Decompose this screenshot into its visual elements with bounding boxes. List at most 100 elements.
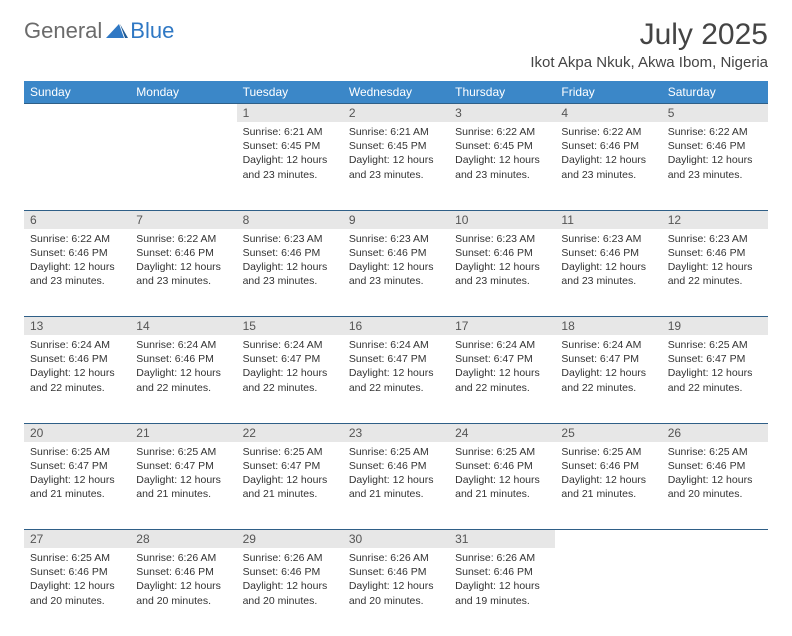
day-cell: Sunrise: 6:25 AMSunset: 6:46 PMDaylight:… [343, 442, 449, 530]
calendar-page: General Blue July 2025 Ikot Akpa Nkuk, A… [0, 0, 792, 636]
day-cell: Sunrise: 6:26 AMSunset: 6:46 PMDaylight:… [237, 548, 343, 636]
day-number [662, 530, 768, 534]
day-details: Sunrise: 6:26 AMSunset: 6:46 PMDaylight:… [130, 548, 236, 614]
day-details: Sunrise: 6:23 AMSunset: 6:46 PMDaylight:… [449, 229, 555, 295]
day-cell: Sunrise: 6:24 AMSunset: 6:47 PMDaylight:… [237, 335, 343, 423]
day-details: Sunrise: 6:25 AMSunset: 6:47 PMDaylight:… [662, 335, 768, 401]
day-cell: Sunrise: 6:24 AMSunset: 6:46 PMDaylight:… [130, 335, 236, 423]
day-details: Sunrise: 6:25 AMSunset: 6:46 PMDaylight:… [449, 442, 555, 508]
day-details: Sunrise: 6:25 AMSunset: 6:47 PMDaylight:… [130, 442, 236, 508]
weekday-header: Thursday [449, 81, 555, 104]
day-cell: Sunrise: 6:25 AMSunset: 6:47 PMDaylight:… [662, 335, 768, 423]
day-number: 10 [449, 211, 555, 229]
logo-sail-icon [106, 18, 128, 32]
weekday-header: Tuesday [237, 81, 343, 104]
day-cell: Sunrise: 6:25 AMSunset: 6:46 PMDaylight:… [555, 442, 661, 530]
day-details: Sunrise: 6:22 AMSunset: 6:46 PMDaylight:… [24, 229, 130, 295]
day-details: Sunrise: 6:25 AMSunset: 6:46 PMDaylight:… [555, 442, 661, 508]
day-number: 22 [237, 424, 343, 442]
day-details: Sunrise: 6:24 AMSunset: 6:46 PMDaylight:… [130, 335, 236, 401]
day-number: 27 [24, 530, 130, 548]
day-number: 14 [130, 317, 236, 335]
day-cell: Sunrise: 6:24 AMSunset: 6:47 PMDaylight:… [555, 335, 661, 423]
day-details: Sunrise: 6:24 AMSunset: 6:47 PMDaylight:… [237, 335, 343, 401]
day-number: 23 [343, 424, 449, 442]
day-details: Sunrise: 6:23 AMSunset: 6:46 PMDaylight:… [343, 229, 449, 295]
day-number: 17 [449, 317, 555, 335]
day-details: Sunrise: 6:24 AMSunset: 6:47 PMDaylight:… [555, 335, 661, 401]
day-details: Sunrise: 6:26 AMSunset: 6:46 PMDaylight:… [237, 548, 343, 614]
day-cell [555, 548, 661, 636]
day-number: 6 [24, 211, 130, 229]
day-number: 1 [237, 104, 343, 122]
day-number: 8 [237, 211, 343, 229]
day-details: Sunrise: 6:21 AMSunset: 6:45 PMDaylight:… [237, 122, 343, 188]
day-cell: Sunrise: 6:25 AMSunset: 6:46 PMDaylight:… [449, 442, 555, 530]
logo-word-2: Blue [130, 18, 174, 44]
title-block: July 2025 Ikot Akpa Nkuk, Akwa Ibom, Nig… [530, 18, 768, 71]
day-cell: Sunrise: 6:22 AMSunset: 6:46 PMDaylight:… [24, 229, 130, 317]
day-number: 11 [555, 211, 661, 229]
day-number: 15 [237, 317, 343, 335]
calendar-table: SundayMondayTuesdayWednesdayThursdayFrid… [24, 81, 768, 636]
day-number: 19 [662, 317, 768, 335]
day-cell: Sunrise: 6:24 AMSunset: 6:47 PMDaylight:… [449, 335, 555, 423]
day-cell: Sunrise: 6:23 AMSunset: 6:46 PMDaylight:… [555, 229, 661, 317]
day-number: 4 [555, 104, 661, 122]
day-number: 28 [130, 530, 236, 548]
day-cell: Sunrise: 6:25 AMSunset: 6:47 PMDaylight:… [237, 442, 343, 530]
day-details: Sunrise: 6:26 AMSunset: 6:46 PMDaylight:… [343, 548, 449, 614]
day-number: 9 [343, 211, 449, 229]
day-number: 20 [24, 424, 130, 442]
day-number: 18 [555, 317, 661, 335]
day-details: Sunrise: 6:22 AMSunset: 6:46 PMDaylight:… [662, 122, 768, 188]
day-number: 24 [449, 424, 555, 442]
day-cell: Sunrise: 6:25 AMSunset: 6:46 PMDaylight:… [662, 442, 768, 530]
weekday-header: Saturday [662, 81, 768, 104]
day-number: 25 [555, 424, 661, 442]
day-number: 2 [343, 104, 449, 122]
day-cell: Sunrise: 6:26 AMSunset: 6:46 PMDaylight:… [343, 548, 449, 636]
day-details: Sunrise: 6:25 AMSunset: 6:47 PMDaylight:… [24, 442, 130, 508]
day-cell [662, 548, 768, 636]
day-details: Sunrise: 6:22 AMSunset: 6:46 PMDaylight:… [130, 229, 236, 295]
weekday-header: Sunday [24, 81, 130, 104]
day-details: Sunrise: 6:25 AMSunset: 6:46 PMDaylight:… [662, 442, 768, 508]
location-subtitle: Ikot Akpa Nkuk, Akwa Ibom, Nigeria [530, 54, 768, 71]
day-cell: Sunrise: 6:23 AMSunset: 6:46 PMDaylight:… [343, 229, 449, 317]
day-number: 16 [343, 317, 449, 335]
day-details: Sunrise: 6:23 AMSunset: 6:46 PMDaylight:… [662, 229, 768, 295]
day-number: 13 [24, 317, 130, 335]
day-cell: Sunrise: 6:23 AMSunset: 6:46 PMDaylight:… [449, 229, 555, 317]
logo-word-1: General [24, 18, 102, 44]
day-number: 29 [237, 530, 343, 548]
day-details: Sunrise: 6:24 AMSunset: 6:47 PMDaylight:… [343, 335, 449, 401]
day-number: 26 [662, 424, 768, 442]
day-number: 3 [449, 104, 555, 122]
day-number [24, 104, 130, 108]
day-details: Sunrise: 6:22 AMSunset: 6:46 PMDaylight:… [555, 122, 661, 188]
day-details: Sunrise: 6:25 AMSunset: 6:47 PMDaylight:… [237, 442, 343, 508]
day-cell [24, 122, 130, 210]
day-details: Sunrise: 6:26 AMSunset: 6:46 PMDaylight:… [449, 548, 555, 614]
day-cell: Sunrise: 6:25 AMSunset: 6:46 PMDaylight:… [24, 548, 130, 636]
day-details: Sunrise: 6:24 AMSunset: 6:46 PMDaylight:… [24, 335, 130, 401]
day-number [555, 530, 661, 534]
day-number: 7 [130, 211, 236, 229]
day-details: Sunrise: 6:22 AMSunset: 6:45 PMDaylight:… [449, 122, 555, 188]
day-number: 31 [449, 530, 555, 548]
day-number: 12 [662, 211, 768, 229]
weekday-header: Monday [130, 81, 236, 104]
day-cell: Sunrise: 6:24 AMSunset: 6:46 PMDaylight:… [24, 335, 130, 423]
day-details: Sunrise: 6:21 AMSunset: 6:45 PMDaylight:… [343, 122, 449, 188]
day-details: Sunrise: 6:23 AMSunset: 6:46 PMDaylight:… [237, 229, 343, 295]
day-cell: Sunrise: 6:23 AMSunset: 6:46 PMDaylight:… [662, 229, 768, 317]
calendar-header-row: SundayMondayTuesdayWednesdayThursdayFrid… [24, 81, 768, 104]
day-details: Sunrise: 6:23 AMSunset: 6:46 PMDaylight:… [555, 229, 661, 295]
day-cell: Sunrise: 6:23 AMSunset: 6:46 PMDaylight:… [237, 229, 343, 317]
day-cell: Sunrise: 6:25 AMSunset: 6:47 PMDaylight:… [130, 442, 236, 530]
day-cell: Sunrise: 6:22 AMSunset: 6:46 PMDaylight:… [662, 122, 768, 210]
day-details: Sunrise: 6:25 AMSunset: 6:46 PMDaylight:… [24, 548, 130, 614]
day-cell: Sunrise: 6:26 AMSunset: 6:46 PMDaylight:… [130, 548, 236, 636]
day-details: Sunrise: 6:25 AMSunset: 6:46 PMDaylight:… [343, 442, 449, 508]
